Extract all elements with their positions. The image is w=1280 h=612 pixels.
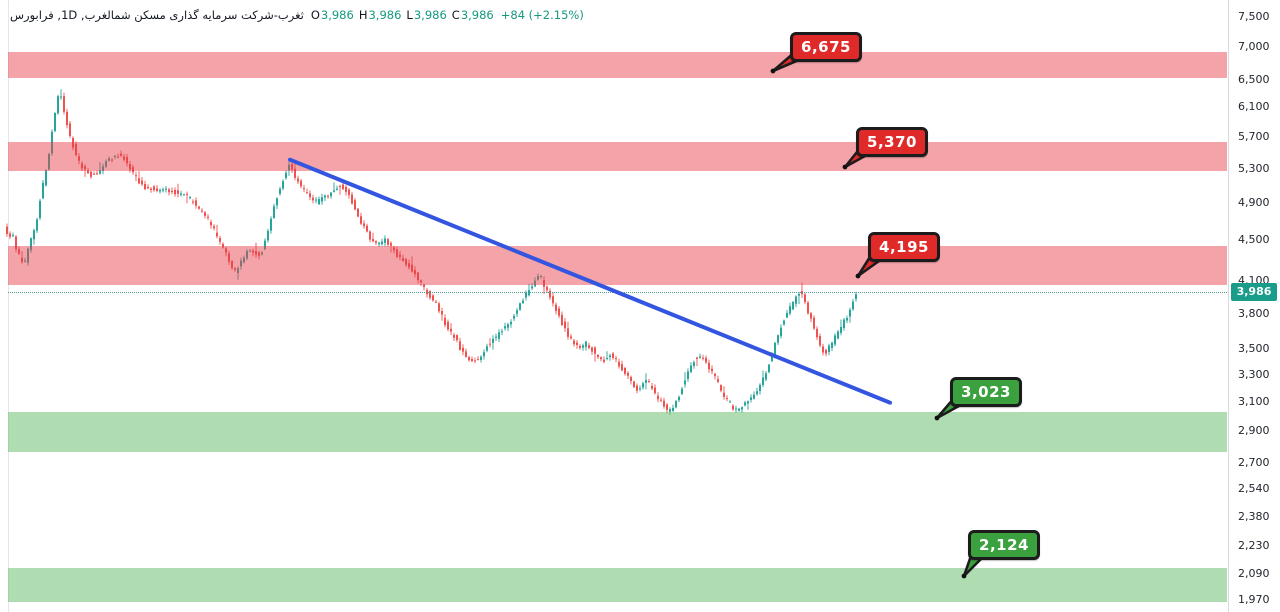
axis-tick-label: 3,300 bbox=[1238, 368, 1270, 382]
price-callout-5370[interactable]: 5,370 bbox=[856, 127, 928, 157]
chart-pane[interactable]: ثغرب-شرکت سرمایه گذاری مسکن شمالغرب, 1D,… bbox=[0, 0, 1228, 612]
axis-tick-label: 2,540 bbox=[1238, 482, 1270, 496]
axis-tick-label: 6,500 bbox=[1238, 72, 1270, 86]
current-price-line bbox=[8, 291, 1227, 293]
axis-tick-label: 4,500 bbox=[1238, 232, 1270, 246]
axis-tick-label: 2,900 bbox=[1238, 424, 1270, 438]
symbol-header: ثغرب-شرکت سرمایه گذاری مسکن شمالغرب, 1D,… bbox=[10, 6, 584, 24]
price-callout-2124[interactable]: 2,124 bbox=[968, 530, 1040, 560]
zone-resistance-2[interactable] bbox=[8, 141, 1227, 171]
zone-support-5[interactable] bbox=[8, 567, 1227, 603]
low-label: L bbox=[406, 8, 413, 22]
price-axis[interactable]: 3,986 7,500 7,000 6,500 6,100 5,700 5,300 4,90… bbox=[1228, 0, 1280, 612]
axis-tick-label: 2,230 bbox=[1238, 538, 1270, 552]
zone-resistance-3[interactable] bbox=[8, 246, 1227, 286]
axis-tick-label: 2,090 bbox=[1238, 567, 1270, 581]
axis-tick-label: 5,700 bbox=[1238, 129, 1270, 143]
zone-resistance-1[interactable] bbox=[8, 51, 1227, 78]
low-value: 3,986 bbox=[413, 8, 447, 22]
axis-tick-label: 3,100 bbox=[1238, 395, 1270, 409]
zone-support-4[interactable] bbox=[8, 411, 1227, 452]
axis-tick-label: 1,970 bbox=[1238, 592, 1270, 606]
close-value: 3,986 bbox=[460, 8, 494, 22]
high-label: H bbox=[358, 8, 368, 22]
open-label: O bbox=[310, 8, 320, 22]
ohlc-open: O 3,986 bbox=[311, 8, 354, 22]
axis-tick-label: 5,300 bbox=[1238, 161, 1270, 175]
axis-tick-label: 6,100 bbox=[1238, 100, 1270, 114]
axis-tick-label: 7,000 bbox=[1238, 40, 1270, 54]
price-callout-3023[interactable]: 3,023 bbox=[950, 377, 1022, 407]
pane-left-border bbox=[8, 0, 9, 612]
ohlc-close: C 3,986 bbox=[452, 8, 494, 22]
price-callout-4195[interactable]: 4,195 bbox=[868, 232, 940, 262]
axis-tick-label: 4,900 bbox=[1238, 195, 1270, 209]
symbol-title[interactable]: ثغرب-شرکت سرمایه گذاری مسکن شمالغرب, 1D,… bbox=[10, 8, 304, 22]
change-value: +84 (+2.15%) bbox=[500, 8, 584, 22]
axis-tick-label: 2,700 bbox=[1238, 455, 1270, 469]
close-label: C bbox=[451, 8, 460, 22]
ohlc-low: L 3,986 bbox=[406, 8, 446, 22]
open-value: 3,986 bbox=[320, 8, 354, 22]
candlestick-series bbox=[6, 89, 857, 415]
axis-tick-label: 4,100 bbox=[1238, 273, 1270, 287]
axis-tick-label: 2,380 bbox=[1238, 510, 1270, 524]
price-callout-6675[interactable]: 6,675 bbox=[790, 32, 862, 62]
ohlc-high: H 3,986 bbox=[359, 8, 402, 22]
axis-tick-label: 3,500 bbox=[1238, 342, 1270, 356]
axis-tick-label: 7,500 bbox=[1238, 10, 1270, 24]
high-value: 3,986 bbox=[368, 8, 402, 22]
axis-tick-label: 3,800 bbox=[1238, 306, 1270, 320]
current-price-tag: 3,986 bbox=[1231, 283, 1277, 302]
